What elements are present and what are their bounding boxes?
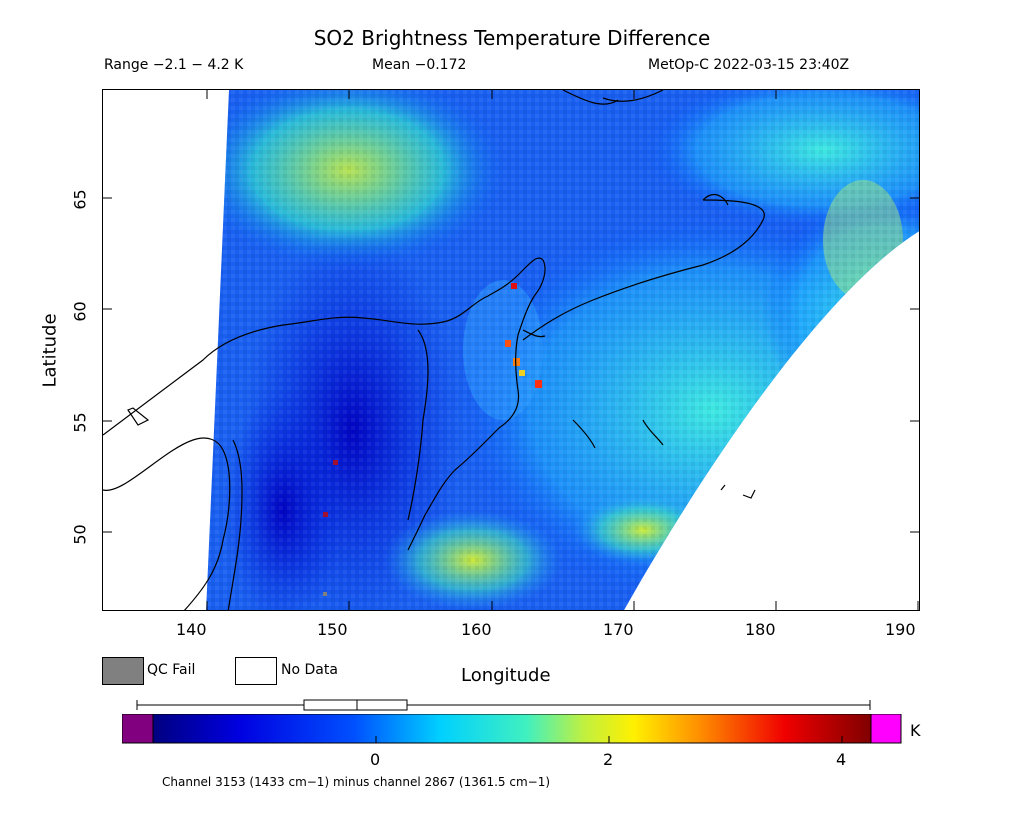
- channel-footnote: Channel 3153 (1433 cm−1) minus channel 2…: [162, 775, 551, 789]
- x-axis-title: Longitude: [461, 665, 551, 686]
- colorbar: [122, 714, 902, 744]
- so2-map: [103, 90, 919, 610]
- satellite-time-label: MetOp-C 2022-03-15 23:40Z: [648, 57, 850, 73]
- mean-label: Mean −0.172: [372, 57, 467, 73]
- colorbar-tick-2: 2: [603, 750, 614, 769]
- y-tick-65: 65: [70, 189, 90, 210]
- y-tick-50: 50: [70, 524, 90, 545]
- y-tick-55: 55: [70, 412, 90, 433]
- x-tick-180: 180: [745, 620, 776, 639]
- distribution-box: [136, 699, 871, 711]
- qc-fail-label: QC Fail: [147, 662, 196, 678]
- x-tick-170: 170: [603, 620, 634, 639]
- chart-title: SO2 Brightness Temperature Difference: [313, 26, 711, 50]
- qc-fail-swatch: [102, 657, 144, 685]
- no-data-swatch: [235, 657, 277, 685]
- x-tick-160: 160: [461, 620, 492, 639]
- y-tick-60: 60: [70, 301, 90, 322]
- y-axis-title: Latitude: [39, 313, 61, 388]
- islands: [522, 329, 756, 499]
- colorbar-unit: K: [910, 721, 921, 740]
- no-data-label: No Data: [281, 662, 338, 678]
- map-plot-area: [102, 89, 920, 611]
- x-tick-140: 140: [176, 620, 207, 639]
- colorbar-tick-4: 4: [836, 750, 847, 769]
- range-label: Range −2.1 − 4.2 K: [104, 57, 244, 73]
- x-tick-150: 150: [317, 620, 348, 639]
- colorbar-tick-0: 0: [370, 750, 381, 769]
- coastlines: [103, 90, 765, 610]
- tick-marks: [102, 89, 920, 611]
- x-tick-190: 190: [885, 620, 916, 639]
